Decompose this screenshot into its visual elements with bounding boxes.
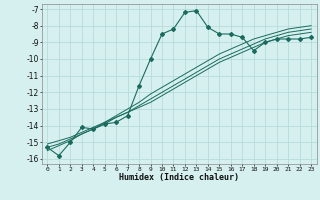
X-axis label: Humidex (Indice chaleur): Humidex (Indice chaleur): [119, 173, 239, 182]
